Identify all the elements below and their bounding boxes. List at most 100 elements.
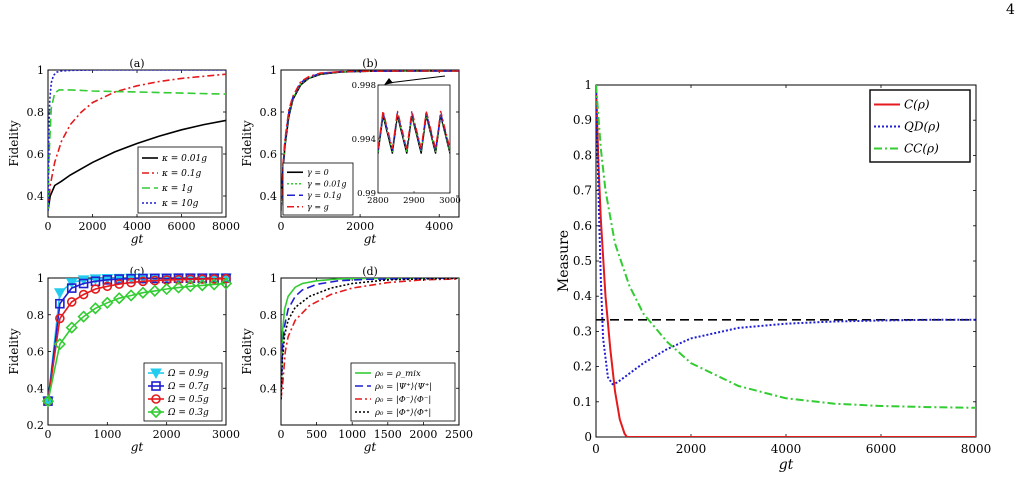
series-line-2 (48, 278, 226, 402)
y-tick-label: 0.6 (27, 346, 45, 359)
y-tick-label: 0.2 (573, 360, 592, 374)
y-axis-label: Fidelity (7, 328, 21, 374)
inset-series-2 (378, 112, 450, 151)
legend-label: ρ₀ = |Φ⁻⟩⟨Φ⁻| (374, 395, 431, 405)
y-tick-label: 1 (270, 272, 277, 285)
legend-label: ρ₀ = ρ_mix (374, 369, 421, 379)
series-marker-2 (185, 274, 196, 285)
inset-y-tick-label: 0.99 (357, 189, 376, 199)
x-tick-label: 2000 (153, 428, 181, 441)
panel-title: (b) (362, 57, 378, 70)
legend-label: Ω = 0.3g (167, 408, 209, 418)
x-tick-label: 2000 (676, 442, 707, 456)
y-tick-label: 0.5 (573, 254, 592, 268)
x-tick-label: 500 (306, 428, 327, 441)
legend-label: C(ρ) (904, 98, 930, 112)
inset-chart: 2800 2900 3000 0.99 0.994 0.998 (352, 81, 461, 206)
y-tick-label: 0.8 (27, 106, 45, 119)
y-tick-label: 0.6 (260, 148, 278, 161)
y-tick-label: 0.7 (573, 184, 592, 198)
y-tick-label: 0.2 (27, 419, 45, 432)
series-line-2 (48, 89, 226, 211)
y-tick-label: 0.9 (573, 113, 592, 127)
y-tick-label: 0.8 (260, 106, 278, 119)
y-tick-label: 0.1 (573, 395, 592, 409)
legend-marker (151, 394, 161, 404)
legend-label: ρ₀ = |Ψ⁺⟩⟨Ψ⁺| (374, 382, 432, 392)
y-tick-label: 0.6 (573, 219, 592, 233)
series-marker-3 (148, 284, 161, 297)
series-marker-1 (66, 283, 77, 293)
series-marker-3 (53, 338, 66, 351)
series-marker-0 (65, 278, 78, 289)
series-line-3 (281, 70, 459, 211)
y-tick-label: 1 (37, 272, 44, 285)
series-marker-2 (114, 279, 124, 289)
x-axis-label: gt (364, 440, 377, 454)
legend-label: γ = 0 (307, 168, 329, 177)
y-axis-label: Fidelity (7, 120, 21, 166)
series-marker-2 (221, 273, 231, 284)
series-marker-1 (102, 275, 113, 285)
x-tick-label: 0 (592, 442, 600, 456)
x-axis-label: gt (779, 457, 794, 473)
y-tick-label: 0.6 (260, 346, 278, 359)
series-line-3 (48, 282, 226, 402)
legend-label: Ω = 0.5g (167, 395, 209, 405)
series-marker-3 (77, 310, 90, 323)
series-marker-2 (138, 276, 148, 287)
x-tick-label: 8000 (961, 442, 992, 456)
x-tick-label: 4000 (123, 220, 151, 233)
series-line-1 (48, 278, 226, 402)
legend-label: γ = g (307, 203, 329, 212)
legend-label: Ω = 0.7g (167, 382, 209, 392)
x-tick-label: 1000 (338, 428, 366, 441)
inset-x-tick-label: 2900 (403, 196, 425, 206)
x-axis-label: gt (131, 232, 144, 246)
page-number: 4 (1006, 2, 1015, 18)
legend-marker (149, 405, 163, 419)
series-marker-3 (124, 289, 138, 302)
series-marker-3 (65, 321, 78, 334)
x-tick-label: 6000 (168, 220, 196, 233)
y-tick-label: 0.4 (260, 190, 278, 203)
series-line-2 (281, 278, 459, 400)
inset-arrow-head (384, 78, 393, 85)
series-marker-2 (209, 274, 219, 284)
series-marker-2 (126, 277, 136, 288)
y-tick-label: 0.8 (27, 309, 45, 322)
panel-title: (a) (129, 57, 144, 70)
series-marker-0 (54, 288, 66, 299)
series-line-0 (596, 85, 976, 437)
legend-label: κ = 10g (161, 199, 199, 209)
x-tick-label: 4000 (425, 220, 453, 233)
legend-label: κ = 0.1g (161, 169, 201, 179)
inset-x-tick-label: 3000 (439, 196, 461, 206)
series-marker-1 (78, 278, 89, 289)
x-tick-label: 2500 (445, 428, 473, 441)
x-tick-label: 2000 (79, 220, 107, 233)
series-marker-1 (138, 273, 148, 284)
series-marker-3 (89, 302, 102, 315)
series-marker-1 (114, 274, 124, 284)
series-line-1 (281, 278, 459, 400)
y-axis-label: Fidelity (240, 328, 254, 374)
inset-x-tick-label: 2800 (367, 196, 389, 206)
y-tick-label: 1 (584, 78, 592, 92)
series-marker-2 (150, 275, 160, 286)
inset-series-3 (378, 110, 450, 149)
series-marker-3 (172, 281, 185, 294)
legend-label: γ = 0.01g (307, 180, 347, 189)
y-tick-label: 1 (37, 64, 44, 77)
y-tick-label: 0.4 (27, 382, 45, 395)
legend: γ = 0 γ = 0.01g γ = 0.1g γ = g (282, 162, 354, 216)
legend: C(ρ) QD(ρ) CC(ρ) (869, 89, 971, 163)
series-marker-3 (41, 394, 55, 408)
x-tick-label: 8000 (212, 220, 240, 233)
y-tick-label: 0.8 (573, 148, 592, 162)
series-marker-1 (55, 298, 65, 309)
series-marker-3 (219, 277, 233, 290)
legend: κ = 0.01g κ = 0.1g κ = 1g κ = 10g (137, 146, 223, 214)
x-tick-label: 0 (278, 220, 285, 233)
y-tick-label: 0.3 (573, 324, 592, 338)
